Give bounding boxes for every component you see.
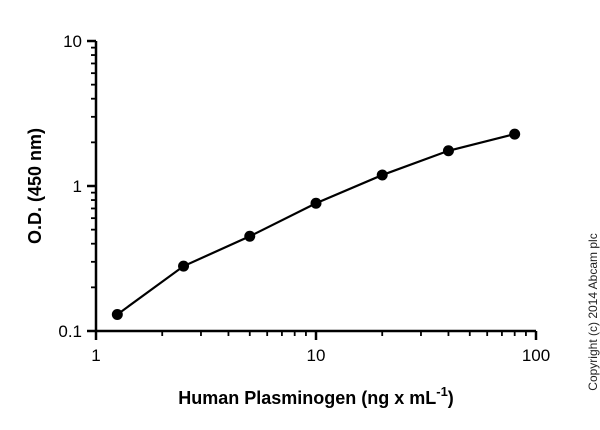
x-axis-title-main: Human Plasminogen (ng x mL [178,388,436,408]
data-point [244,230,256,242]
x-tick-label: 10 [307,346,326,365]
y-tick-label: 0.1 [58,322,82,341]
x-tick-label: 1 [91,346,100,365]
x-axis-title-superscript: -1 [436,384,448,399]
data-point [376,169,388,181]
x-axis-title: Human Plasminogen (ng x mL-1) [178,384,454,408]
series-line [116,133,515,316]
data-point [509,128,521,140]
y-tick-label: 1 [73,177,82,196]
y-tick-labels: 0.1 1 10 [58,32,82,341]
x-ticks [94,331,538,340]
y-tick-label: 10 [63,32,82,51]
data-points [111,128,521,320]
axes [94,41,536,333]
data-point [111,308,123,320]
data-point [442,145,454,157]
x-tick-label: 100 [522,346,550,365]
copyright-text: Copyright (c) 2014 Abcam plc [586,233,600,390]
y-axis-title: O.D. (450 nm) [25,128,45,244]
x-axis-title-suffix: ) [448,388,454,408]
x-tick-labels: 1 10 100 [91,346,550,365]
data-point [178,260,190,272]
y-ticks [87,39,96,333]
data-point [310,197,322,209]
